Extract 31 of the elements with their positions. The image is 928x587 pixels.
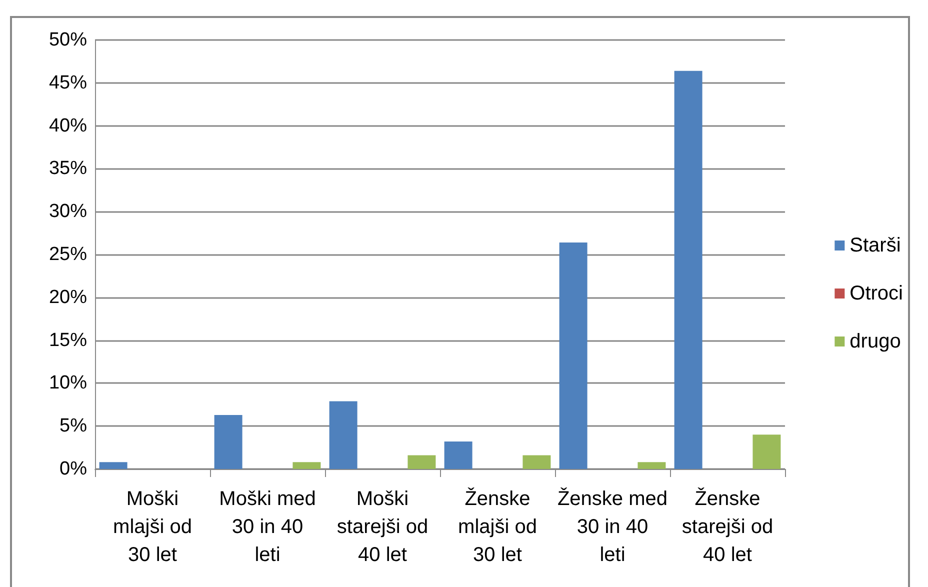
- legend-label: drugo: [850, 330, 901, 352]
- y-tick-label: 45%: [48, 72, 88, 94]
- y-tick-label: 35%: [48, 158, 88, 180]
- y-tick-label: 0%: [60, 458, 88, 480]
- x-tick-label: Moški med 30 in 40 leti: [219, 488, 316, 566]
- x-tick-label: Ženske med 30 in 40 leti: [557, 487, 668, 566]
- bar: [329, 401, 358, 469]
- bar: [638, 462, 666, 469]
- x-tick-label: Moški mlajši od 30 let: [113, 488, 192, 566]
- bar: [559, 242, 588, 469]
- x-tick-label: Ženske starejši od 40 let: [682, 487, 774, 566]
- legend-label: Starši: [850, 234, 901, 256]
- bar: [674, 70, 702, 469]
- y-tick-label: 30%: [48, 201, 88, 222]
- y-tick-label: 40%: [48, 115, 88, 136]
- y-tick-label: 10%: [48, 372, 88, 394]
- y-tick-label: 20%: [48, 286, 88, 308]
- bar: [444, 442, 472, 469]
- y-tick-label: 50%: [48, 30, 88, 50]
- y-tick-label: 5%: [60, 416, 88, 437]
- x-tick-label: Moški starejši od 40 let: [336, 488, 428, 566]
- y-tick-label: 15%: [48, 330, 88, 351]
- legend-label: Otroci: [850, 282, 904, 304]
- bar: [292, 462, 321, 469]
- bar: [408, 455, 436, 469]
- x-tick-label: Ženske mlajši od 30 let: [458, 487, 537, 566]
- bar: [99, 462, 128, 469]
- bar: [752, 434, 781, 469]
- y-tick-label: 25%: [48, 244, 88, 265]
- bar: [214, 414, 242, 469]
- bar: [522, 455, 551, 469]
